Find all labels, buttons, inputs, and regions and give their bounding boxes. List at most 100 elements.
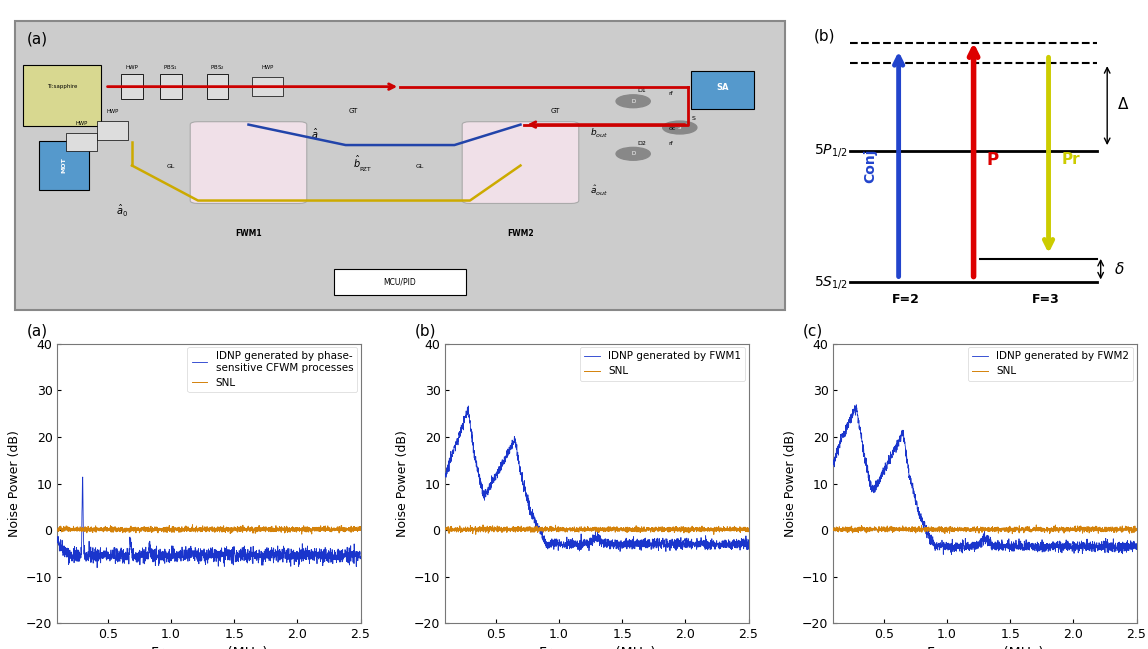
SNL bbox=[453, 526, 467, 534]
Circle shape bbox=[616, 95, 650, 108]
IDNP generated by FWM1 bbox=[742, 539, 755, 547]
IDNP generated by FWM1 bbox=[732, 542, 746, 550]
FancyBboxPatch shape bbox=[65, 133, 96, 151]
SNL bbox=[732, 523, 746, 531]
Text: P: P bbox=[986, 151, 999, 169]
Text: D2: D2 bbox=[637, 141, 646, 146]
IDNP generated by FWM2 bbox=[1130, 545, 1143, 553]
IDNP generated by phase-
sensitive CFWM processes bbox=[346, 551, 359, 559]
IDNP generated by FWM1 bbox=[439, 472, 452, 480]
Text: Pr: Pr bbox=[1062, 152, 1080, 167]
FancyBboxPatch shape bbox=[253, 77, 284, 96]
Y-axis label: Noise Power (dB): Noise Power (dB) bbox=[784, 430, 797, 537]
Circle shape bbox=[616, 147, 650, 160]
SNL bbox=[1006, 530, 1019, 537]
Text: GL: GL bbox=[416, 164, 424, 169]
Text: HWP: HWP bbox=[262, 65, 274, 70]
Legend: IDNP generated by FWM1, SNL: IDNP generated by FWM1, SNL bbox=[580, 347, 745, 380]
SNL bbox=[734, 523, 747, 531]
X-axis label: Frequency (MHz): Frequency (MHz) bbox=[150, 646, 267, 649]
SNL bbox=[346, 527, 359, 535]
IDNP generated by phase-
sensitive CFWM processes bbox=[91, 564, 104, 572]
Line: IDNP generated by phase-
sensitive CFWM processes: IDNP generated by phase- sensitive CFWM … bbox=[57, 477, 360, 568]
IDNP generated by FWM2 bbox=[827, 461, 840, 469]
Text: rf: rf bbox=[668, 141, 673, 146]
FancyBboxPatch shape bbox=[121, 75, 142, 99]
IDNP generated by FWM2 bbox=[850, 401, 863, 409]
Text: $\hat{a}_{out}$: $\hat{a}_{out}$ bbox=[590, 184, 608, 198]
Text: PBS$_2$: PBS$_2$ bbox=[210, 63, 225, 72]
SNL bbox=[742, 524, 755, 532]
Line: SNL: SNL bbox=[833, 525, 1137, 533]
IDNP generated by phase-
sensitive CFWM processes bbox=[199, 554, 212, 561]
SNL bbox=[354, 522, 367, 530]
FancyBboxPatch shape bbox=[691, 71, 753, 108]
SNL bbox=[707, 530, 721, 538]
Text: F=3: F=3 bbox=[1032, 293, 1060, 306]
SNL bbox=[289, 527, 303, 535]
Text: (b): (b) bbox=[416, 323, 436, 338]
SNL bbox=[65, 527, 79, 535]
X-axis label: Frequency (MHz): Frequency (MHz) bbox=[926, 646, 1044, 649]
Text: (a): (a) bbox=[28, 31, 48, 46]
FancyBboxPatch shape bbox=[463, 122, 579, 204]
Text: Ti:sapphire: Ti:sapphire bbox=[47, 84, 77, 89]
IDNP generated by FWM1 bbox=[677, 542, 691, 550]
SNL bbox=[346, 525, 359, 533]
IDNP generated by phase-
sensitive CFWM processes bbox=[354, 554, 367, 562]
Text: $5P_{1/2}$: $5P_{1/2}$ bbox=[814, 142, 847, 160]
IDNP generated by phase-
sensitive CFWM processes bbox=[51, 536, 64, 544]
Text: MCU/PID: MCU/PID bbox=[383, 278, 417, 287]
IDNP generated by FWM1 bbox=[577, 542, 591, 550]
IDNP generated by FWM2 bbox=[975, 542, 988, 550]
FancyBboxPatch shape bbox=[334, 269, 466, 295]
FancyBboxPatch shape bbox=[23, 65, 101, 126]
Text: SA: SA bbox=[716, 82, 729, 92]
Text: HWP: HWP bbox=[107, 109, 118, 114]
Line: SNL: SNL bbox=[57, 525, 360, 534]
Text: $\hat{b}$: $\hat{b}$ bbox=[354, 154, 362, 171]
Text: S: S bbox=[678, 125, 682, 130]
Text: (c): (c) bbox=[804, 323, 823, 338]
Text: $\Delta$: $\Delta$ bbox=[1117, 96, 1130, 112]
IDNP generated by FWM2 bbox=[1065, 544, 1079, 552]
FancyBboxPatch shape bbox=[96, 121, 129, 140]
SNL bbox=[1065, 526, 1079, 534]
Text: Conj: Conj bbox=[863, 149, 877, 182]
Text: FWM1: FWM1 bbox=[235, 228, 262, 238]
Text: S: S bbox=[691, 116, 696, 121]
FancyBboxPatch shape bbox=[191, 122, 307, 204]
Text: D: D bbox=[631, 99, 635, 104]
SNL bbox=[186, 521, 200, 529]
Text: GT: GT bbox=[349, 108, 358, 114]
IDNP generated by FWM1 bbox=[659, 548, 673, 556]
Text: D: D bbox=[631, 151, 635, 156]
Text: rf: rf bbox=[668, 92, 673, 97]
Legend: IDNP generated by phase-
sensitive CFWM processes, SNL: IDNP generated by phase- sensitive CFWM … bbox=[187, 347, 357, 392]
Text: $\hat{b}_{out}$: $\hat{b}_{out}$ bbox=[590, 124, 608, 140]
SNL bbox=[191, 525, 204, 533]
SNL bbox=[1130, 526, 1143, 534]
IDNP generated by FWM1 bbox=[453, 429, 467, 437]
SNL bbox=[841, 528, 855, 536]
IDNP generated by FWM1 bbox=[461, 402, 475, 410]
Text: PBS$_1$: PBS$_1$ bbox=[163, 63, 178, 72]
IDNP generated by FWM2 bbox=[945, 550, 959, 558]
Text: $\hat{a}$: $\hat{a}$ bbox=[311, 127, 318, 141]
SNL bbox=[295, 530, 309, 538]
Text: D1: D1 bbox=[637, 88, 646, 93]
Text: HWP: HWP bbox=[125, 65, 139, 70]
FancyBboxPatch shape bbox=[39, 141, 90, 190]
Y-axis label: Noise Power (dB): Noise Power (dB) bbox=[8, 430, 21, 537]
Text: GT: GT bbox=[551, 108, 560, 114]
SNL bbox=[51, 527, 64, 535]
Text: $\delta$: $\delta$ bbox=[1114, 261, 1124, 277]
X-axis label: Frequency (MHz): Frequency (MHz) bbox=[538, 646, 656, 649]
IDNP generated by FWM2 bbox=[967, 541, 980, 549]
IDNP generated by phase-
sensitive CFWM processes bbox=[289, 557, 303, 565]
IDNP generated by FWM2 bbox=[841, 415, 855, 423]
Text: (b): (b) bbox=[814, 29, 836, 43]
Circle shape bbox=[662, 121, 697, 134]
SNL bbox=[974, 523, 987, 531]
IDNP generated by phase-
sensitive CFWM processes bbox=[76, 473, 90, 481]
